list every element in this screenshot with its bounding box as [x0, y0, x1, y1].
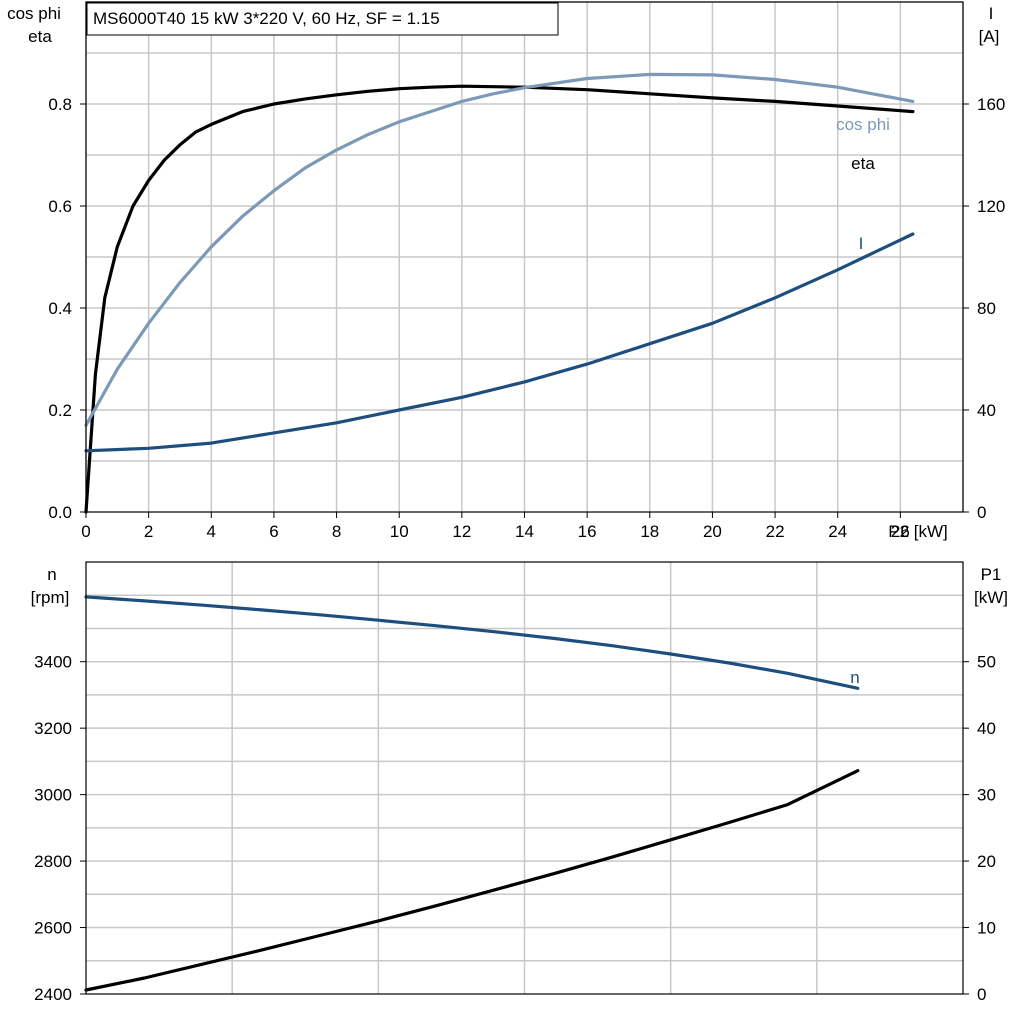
x-tick-label: 8 [332, 522, 341, 541]
top-grid [85, 1, 964, 512]
x-tick-label: 12 [452, 522, 471, 541]
x-tick-label: 10 [390, 522, 409, 541]
speed-tick-label: 2400 [34, 985, 72, 1004]
right-axis-label-line1: I [989, 4, 994, 23]
bottom-plot-frame [85, 561, 964, 995]
right-y-tick-label: 160 [977, 95, 1005, 114]
x-tick-label: 18 [640, 522, 659, 541]
left-axis-label-line1: cos phi [7, 4, 61, 23]
speed-tick-label: 3000 [34, 786, 72, 805]
right-y-tick-label: 120 [977, 197, 1005, 216]
right-y-tick-label: 0 [977, 503, 986, 522]
left-y-tick-label: 0.8 [48, 95, 72, 114]
x-tick-label: 14 [515, 522, 534, 541]
top-ticks: 0 2 4 6 8 10 12 14 16 18 20 22 24 260.00.20.40.60.804… [48, 95, 1005, 541]
x-tick-label: 16 [578, 522, 597, 541]
power-axis-label-line2: [kW] [974, 588, 1008, 607]
left-axis-label-line2: eta [28, 27, 52, 46]
power-tick-label: 30 [977, 786, 996, 805]
left-y-tick-label: 0.6 [48, 197, 72, 216]
bottom-panel: 2400 2600 2800 3000 3200 3400 0 10 20 30 40 50 n [r… [31, 561, 1008, 1004]
series-label-current: I [859, 234, 864, 253]
x-tick-label: 24 [828, 522, 847, 541]
title-box [86, 2, 559, 36]
speed-tick-label: 3200 [34, 719, 72, 738]
x-tick-label: 26 [891, 522, 910, 541]
right-y-tick-label: 80 [977, 299, 996, 318]
power-tick-label: 20 [977, 852, 996, 871]
x-tick-label: 6 [269, 522, 278, 541]
speed-tick-label: 2800 [34, 852, 72, 871]
chart-title: MS6000T40 15 kW 3*220 V, 60 Hz, SF = 1.1… [93, 9, 440, 28]
power-tick-label: 0 [977, 985, 986, 1004]
current-curve [84, 232, 915, 453]
x-tick-label: 20 [703, 522, 722, 541]
series-label-cosphi: cos phi [836, 115, 890, 134]
top-panel: 0 2 4 6 8 10 12 14 16 18 20 22 24 260.00.20.40.60.804… [7, 1, 1005, 541]
speed-axis-label-line1: n [47, 565, 56, 584]
x-axis-label: P2 [kW] [888, 522, 948, 541]
bottom-series [84, 595, 860, 992]
right-axis-label-line2: [A] [979, 27, 1000, 46]
speed-axis-label-line2: [rpm] [31, 588, 70, 607]
input-power-curve [84, 769, 860, 992]
speed-curve [84, 595, 860, 690]
right-y-tick-label: 40 [977, 401, 996, 420]
speed-tick-label: 2600 [34, 919, 72, 938]
power-tick-label: 40 [977, 719, 996, 738]
left-y-tick-label: 0.2 [48, 401, 72, 420]
speed-tick-label: 3400 [34, 653, 72, 672]
power-tick-label: 10 [977, 919, 996, 938]
left-y-tick-label: 0.0 [48, 503, 72, 522]
bottom-grid [86, 562, 963, 994]
eta-curve [84, 84, 915, 514]
top-series [84, 72, 915, 514]
x-tick-label: 22 [766, 522, 785, 541]
x-tick-label: 4 [207, 522, 216, 541]
power-tick-label: 50 [977, 653, 996, 672]
bottom-ticks: 2400 2600 2800 3000 3200 3400 0 10 20 30 40 50 [34, 653, 996, 1004]
power-axis-label-line1: P1 [981, 565, 1002, 584]
series-label-eta: eta [851, 154, 875, 173]
cosphi-curve [84, 72, 915, 427]
series-label-speed: n [850, 668, 859, 687]
x-tick-label: 2 [144, 522, 153, 541]
left-y-tick-label: 0.4 [48, 299, 72, 318]
x-tick-label: 0 [81, 522, 90, 541]
